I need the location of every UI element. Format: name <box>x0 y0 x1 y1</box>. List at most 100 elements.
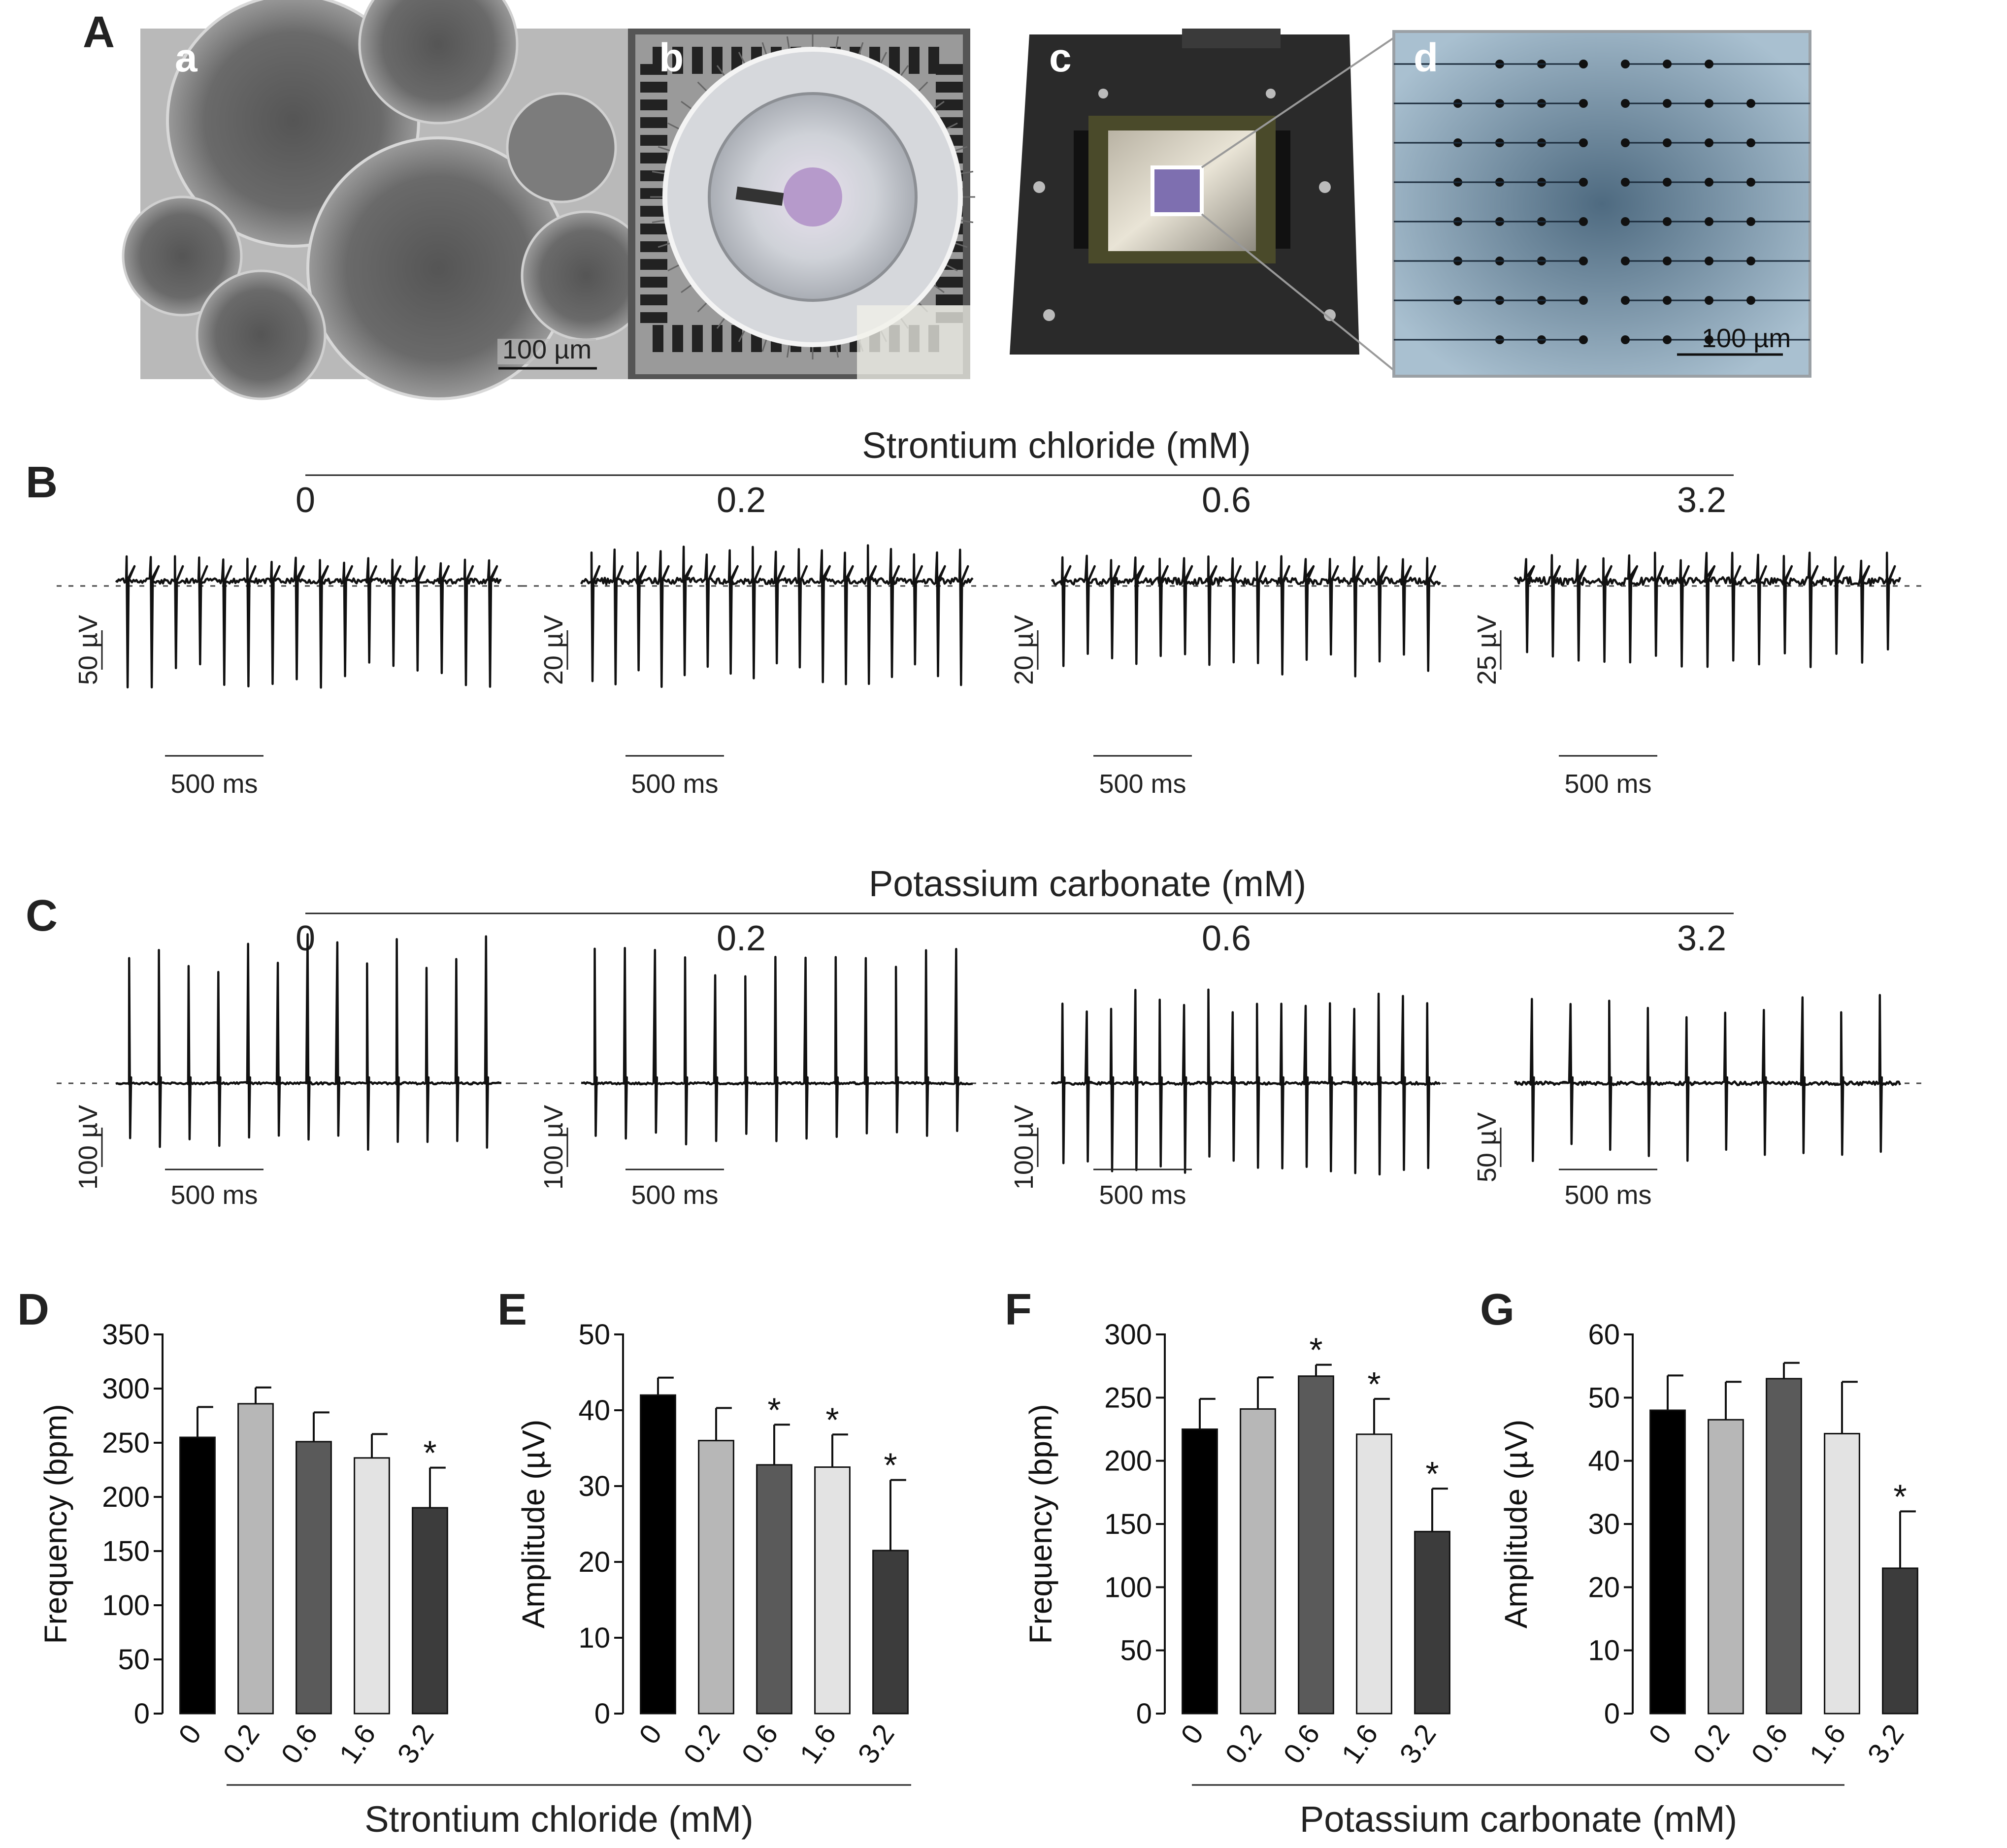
photo-c-letter: c <box>1049 35 1072 80</box>
x-tick-label: 0 <box>172 1718 208 1750</box>
photo-a-scale-label: 100 µm <box>502 335 592 364</box>
time-scale-label: 500 ms <box>1099 1180 1186 1210</box>
ecg-trace-path <box>581 947 973 1146</box>
trace-b-0.6: 0.6 20 µV 500 ms <box>992 481 1463 799</box>
concentration-label: 0.2 <box>717 919 766 958</box>
row-c-title: Potassium carbonate (mM) <box>869 863 1306 904</box>
amplitude-scale-label: 100 µV <box>1009 1105 1039 1190</box>
significance-star: * <box>884 1446 897 1485</box>
time-scale-label: 500 ms <box>1564 1180 1651 1210</box>
trace-c-0.2: 0.2 100 µV 500 ms <box>522 919 995 1210</box>
time-scale-label: 500 ms <box>170 769 258 799</box>
amplitude-scale-label: 100 µV <box>539 1105 568 1190</box>
significance-star: * <box>1893 1477 1907 1516</box>
time-scale-label: 500 ms <box>1564 769 1651 799</box>
bar <box>814 1466 851 1715</box>
y-tick-label: 150 <box>1104 1508 1152 1540</box>
row-b-title: Strontium chloride (mM) <box>862 425 1251 466</box>
bar <box>296 1441 332 1715</box>
bar <box>872 1550 909 1715</box>
amplitude-scale-label: 20 µV <box>539 615 568 685</box>
photo-a-letter: a <box>175 35 198 80</box>
zoom-line-top <box>1201 33 1400 168</box>
trace-c-0.6: 0.6 100 µV 500 ms <box>992 919 1463 1210</box>
concentration-label: 3.2 <box>1677 481 1726 520</box>
panel-label-g: G <box>1480 1285 1514 1334</box>
x-tick-label: 0.6 <box>1745 1718 1794 1769</box>
y-tick-label: 100 <box>1104 1571 1152 1603</box>
x-tick-label: 1.6 <box>333 1718 382 1769</box>
significance-star: * <box>1367 1365 1381 1403</box>
time-scale-label: 500 ms <box>631 769 718 799</box>
zoom-line-bottom <box>1201 213 1400 375</box>
y-tick-label: 300 <box>1104 1319 1152 1351</box>
y-axis-title: Frequency (bpm) <box>1023 1404 1058 1644</box>
bar <box>1414 1530 1450 1715</box>
photo-electrode-array: 100 µm d <box>1392 30 1811 378</box>
y-tick-label: 350 <box>102 1319 150 1351</box>
x-axis-title: Strontium chloride (mM) <box>364 1799 754 1840</box>
y-tick-label: 0 <box>594 1698 610 1730</box>
bar-chart-g: 0 10 20 30 40 50 60 Amplitude (µV) 0 0.2 0.6 1.6 * 3.… <box>1498 1319 1918 1770</box>
bar <box>1298 1375 1334 1715</box>
y-tick-label: 150 <box>102 1535 150 1567</box>
x-tick-label: 1.6 <box>1335 1718 1384 1769</box>
bar <box>1649 1409 1686 1715</box>
bar <box>698 1440 734 1715</box>
x-tick-label: 0 <box>1643 1718 1678 1750</box>
ecg-trace-path <box>115 555 502 689</box>
ecg-trace-path <box>1051 988 1441 1176</box>
y-tick-label: 30 <box>1588 1508 1620 1540</box>
significance-star: * <box>825 1400 839 1439</box>
panel-label-f: F <box>1005 1285 1032 1334</box>
y-tick-label: 50 <box>1588 1382 1620 1414</box>
x-tick-label: 0.2 <box>1687 1718 1736 1769</box>
photo-spheroids: 100 µm a <box>122 0 652 400</box>
concentration-label: 0.6 <box>1202 919 1251 958</box>
y-tick-label: 0 <box>1604 1698 1620 1730</box>
time-scale-label: 500 ms <box>170 1180 258 1210</box>
bar <box>1882 1567 1918 1715</box>
time-scale-label: 500 ms <box>1099 769 1186 799</box>
y-axis-title: Amplitude (µV) <box>1498 1420 1534 1629</box>
bar <box>1708 1419 1744 1715</box>
panel-label-d: D <box>17 1285 49 1334</box>
x-tick-label: 3.2 <box>1861 1718 1910 1769</box>
y-tick-label: 50 <box>1120 1635 1152 1667</box>
panel-label-b: B <box>26 458 58 507</box>
ecg-trace-path <box>115 933 502 1151</box>
y-axis-title: Amplitude (µV) <box>516 1420 551 1629</box>
x-tick-label: 0.6 <box>1277 1718 1326 1769</box>
y-tick-label: 40 <box>578 1394 610 1427</box>
x-axis-title: Potassium carbonate (mM) <box>1300 1799 1737 1840</box>
y-tick-label: 250 <box>102 1427 150 1459</box>
y-tick-label: 20 <box>1588 1571 1620 1603</box>
trace-b-0.2: 0.2 20 µV 500 ms <box>522 481 995 799</box>
amplitude-scale-label: 50 µV <box>73 615 103 685</box>
y-tick-label: 200 <box>102 1481 150 1513</box>
ecg-trace-path <box>1513 551 1902 668</box>
y-axis-title: Frequency (bpm) <box>38 1404 73 1644</box>
y-tick-label: 250 <box>1104 1382 1152 1414</box>
x-tick-label: 3.2 <box>852 1718 900 1769</box>
panel-label-a: A <box>83 8 115 57</box>
electrode-grid <box>1394 60 1810 344</box>
y-tick-label: 20 <box>578 1546 610 1578</box>
y-tick-label: 10 <box>1588 1635 1620 1667</box>
x-tick-label: 0.2 <box>1219 1718 1268 1769</box>
x-tick-label: 1.6 <box>793 1718 842 1769</box>
bar <box>1356 1433 1392 1715</box>
x-tick-label: 3.2 <box>1393 1718 1442 1769</box>
bar <box>412 1507 448 1715</box>
panel-label-e: E <box>497 1285 527 1334</box>
y-tick-label: 10 <box>578 1622 610 1654</box>
bar-chart-d: 0 50 100 150 200 250 300 350 Frequency (bpm) 0 0.2… <box>38 1319 448 1770</box>
trace-c-0: 0 100 µV 500 ms <box>57 919 525 1210</box>
amplitude-scale-label: 25 µV <box>1472 615 1502 685</box>
y-tick-label: 0 <box>134 1698 150 1730</box>
significance-star: * <box>1425 1455 1439 1493</box>
bar <box>354 1457 390 1715</box>
x-tick-label: 0.6 <box>735 1718 784 1769</box>
significance-star: * <box>423 1434 436 1472</box>
